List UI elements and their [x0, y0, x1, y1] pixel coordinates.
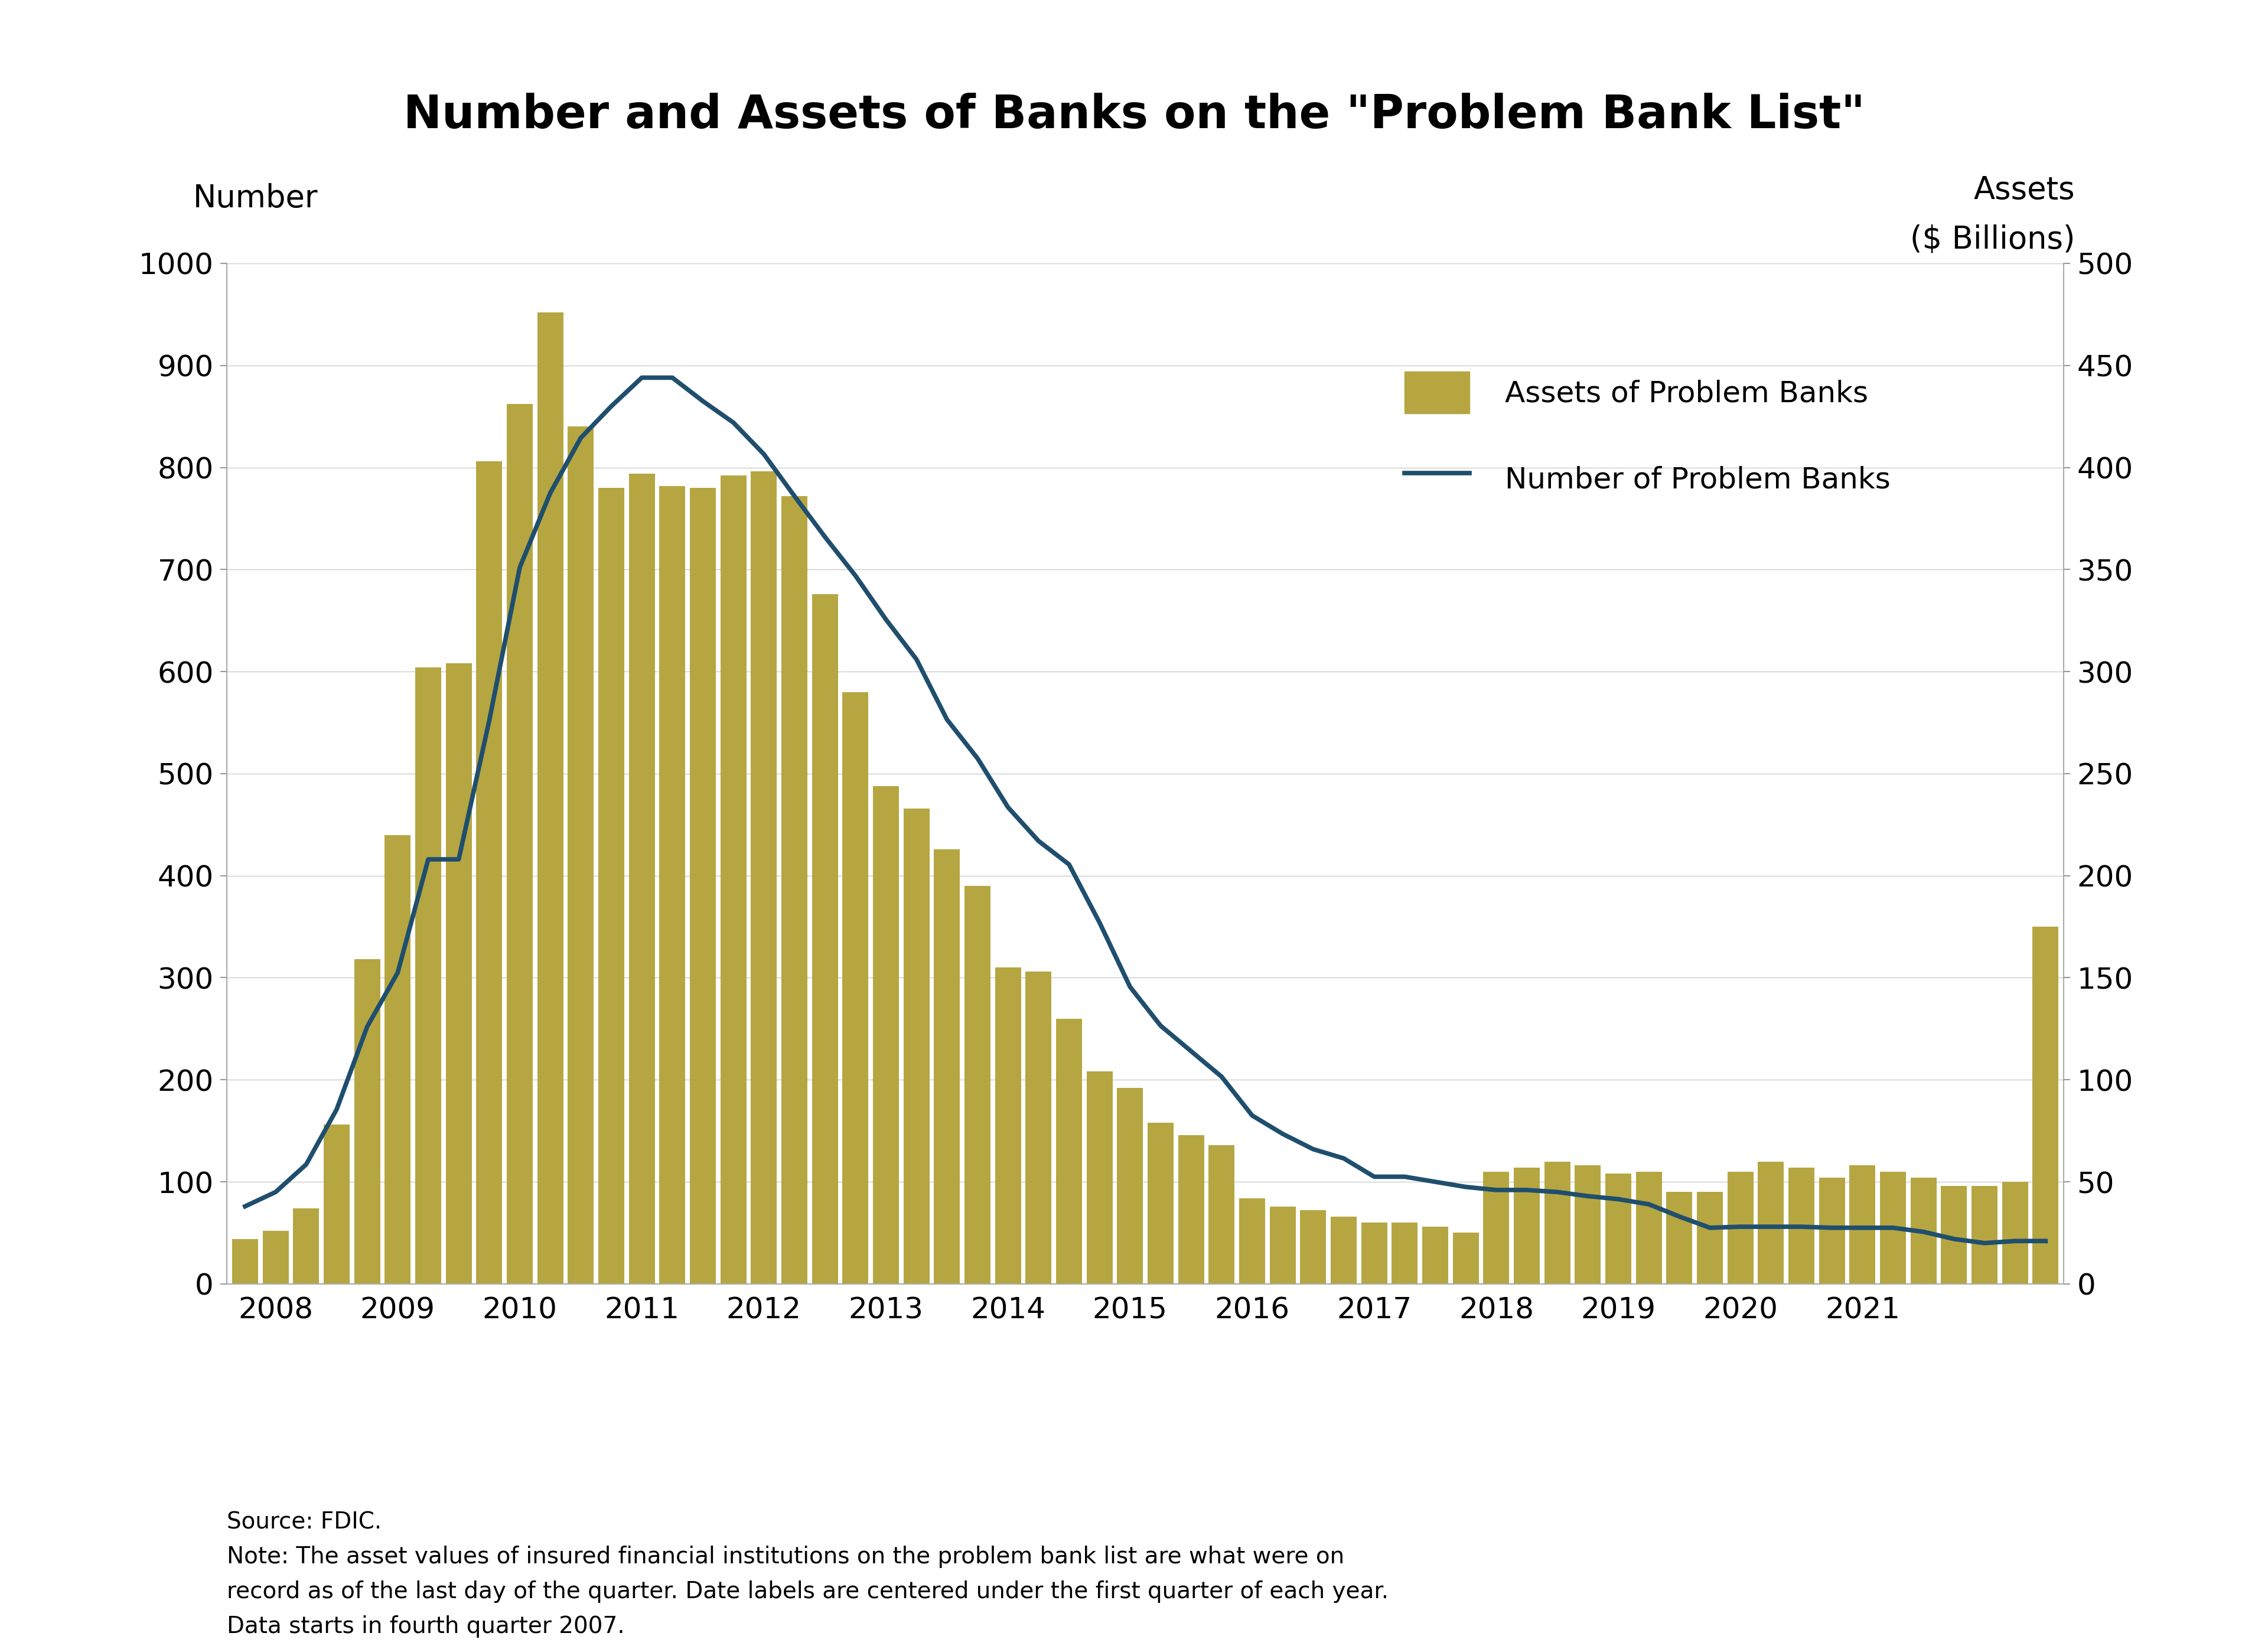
Bar: [628, 474, 655, 1284]
Bar: [1758, 1162, 1785, 1284]
Bar: [324, 1124, 349, 1284]
Bar: [964, 886, 991, 1284]
Bar: [1971, 1185, 1998, 1284]
Bar: [721, 476, 746, 1284]
Bar: [1393, 1223, 1418, 1284]
Bar: [751, 471, 778, 1284]
Bar: [1513, 1167, 1540, 1284]
Bar: [293, 1208, 320, 1284]
Bar: [1910, 1179, 1937, 1284]
Bar: [506, 405, 533, 1284]
Bar: [660, 486, 685, 1284]
Bar: [1177, 1134, 1204, 1284]
Bar: [2003, 1182, 2028, 1284]
Bar: [2032, 927, 2059, 1284]
Bar: [1118, 1088, 1143, 1284]
Bar: [934, 849, 959, 1284]
Bar: [1086, 1072, 1114, 1284]
Bar: [1848, 1165, 1876, 1284]
Bar: [1300, 1210, 1327, 1284]
Bar: [354, 960, 381, 1284]
Bar: [841, 691, 869, 1284]
Text: Source: FDIC.
Note: The asset values of insured financial institutions on the pr: Source: FDIC. Note: The asset values of …: [227, 1511, 1388, 1638]
Bar: [873, 785, 898, 1284]
Bar: [1209, 1146, 1234, 1284]
Bar: [1238, 1198, 1266, 1284]
Bar: [1025, 971, 1052, 1284]
Bar: [996, 968, 1021, 1284]
Bar: [1606, 1174, 1631, 1284]
Bar: [903, 808, 930, 1284]
Text: ($ Billions): ($ Billions): [1910, 224, 2075, 255]
Bar: [476, 461, 501, 1284]
Bar: [812, 594, 837, 1284]
Bar: [1574, 1165, 1601, 1284]
Bar: [1483, 1172, 1508, 1284]
Bar: [1545, 1162, 1569, 1284]
Bar: [1819, 1179, 1844, 1284]
Bar: [447, 663, 472, 1284]
Bar: [1148, 1123, 1173, 1284]
Legend: Assets of Problem Banks, Number of Problem Banks: Assets of Problem Banks, Number of Probl…: [1393, 360, 1903, 512]
Bar: [1696, 1192, 1724, 1284]
Bar: [1635, 1172, 1662, 1284]
Bar: [386, 835, 411, 1284]
Bar: [1789, 1167, 1814, 1284]
Bar: [782, 495, 807, 1284]
Text: Number: Number: [193, 183, 318, 214]
Bar: [231, 1239, 259, 1284]
Bar: [567, 426, 594, 1284]
Text: Number and Assets of Banks on the "Problem Bank List": Number and Assets of Banks on the "Probl…: [404, 92, 1864, 138]
Bar: [1454, 1233, 1479, 1284]
Bar: [689, 487, 717, 1284]
Bar: [1270, 1207, 1295, 1284]
Bar: [1941, 1185, 1966, 1284]
Bar: [1422, 1226, 1449, 1284]
Bar: [1880, 1172, 1905, 1284]
Bar: [1331, 1216, 1356, 1284]
Bar: [1667, 1192, 1692, 1284]
Bar: [263, 1231, 288, 1284]
Bar: [1057, 1019, 1082, 1284]
Bar: [1728, 1172, 1753, 1284]
Bar: [599, 487, 624, 1284]
Text: Assets: Assets: [1973, 174, 2075, 206]
Bar: [1361, 1223, 1388, 1284]
Bar: [538, 313, 562, 1284]
Bar: [415, 668, 442, 1284]
